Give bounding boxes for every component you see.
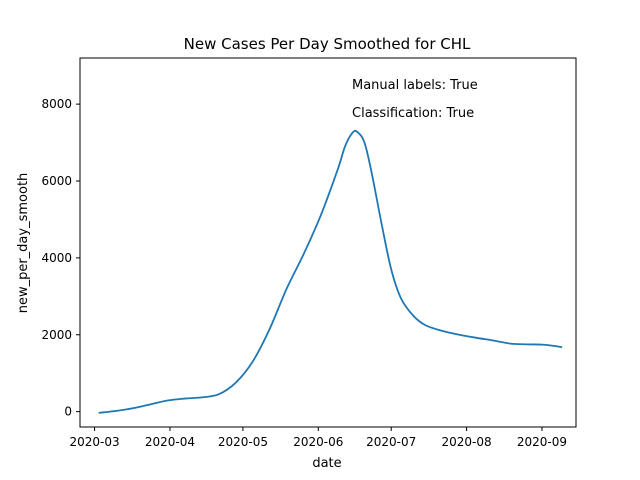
x-tick-label: 2020-03 [70,435,120,449]
x-tick-label: 2020-06 [293,435,343,449]
annotation-text: Manual labels: True [352,78,478,93]
annotation-text: Classification: True [352,106,474,121]
series-line-0 [98,129,563,414]
plot-area [98,129,563,414]
chart-title: New Cases Per Day Smoothed for CHL [184,35,471,53]
y-tick-label: 6000 [41,174,72,188]
x-tick-label: 2020-09 [517,435,567,449]
axis-ticks: 2020-03 2020-04 2020-05 2020-06 2020-07 2020-… [41,97,567,449]
y-tick-label: 2000 [41,328,72,342]
x-tick-label: 2020-04 [145,435,195,449]
x-tick-label: 2020-08 [442,435,492,449]
x-axis-label: date [312,456,341,471]
y-tick-label: 8000 [41,97,72,111]
axes-frame [79,57,577,428]
chart-annotations: Manual labels: True Classification: True [352,78,478,121]
y-tick-label: 4000 [41,251,72,265]
x-tick-label: 2020-07 [366,435,416,449]
y-tick-label: 0 [64,405,72,419]
x-tick-label: 2020-05 [218,435,268,449]
y-axis-label: new_per_day_smooth [16,173,31,314]
